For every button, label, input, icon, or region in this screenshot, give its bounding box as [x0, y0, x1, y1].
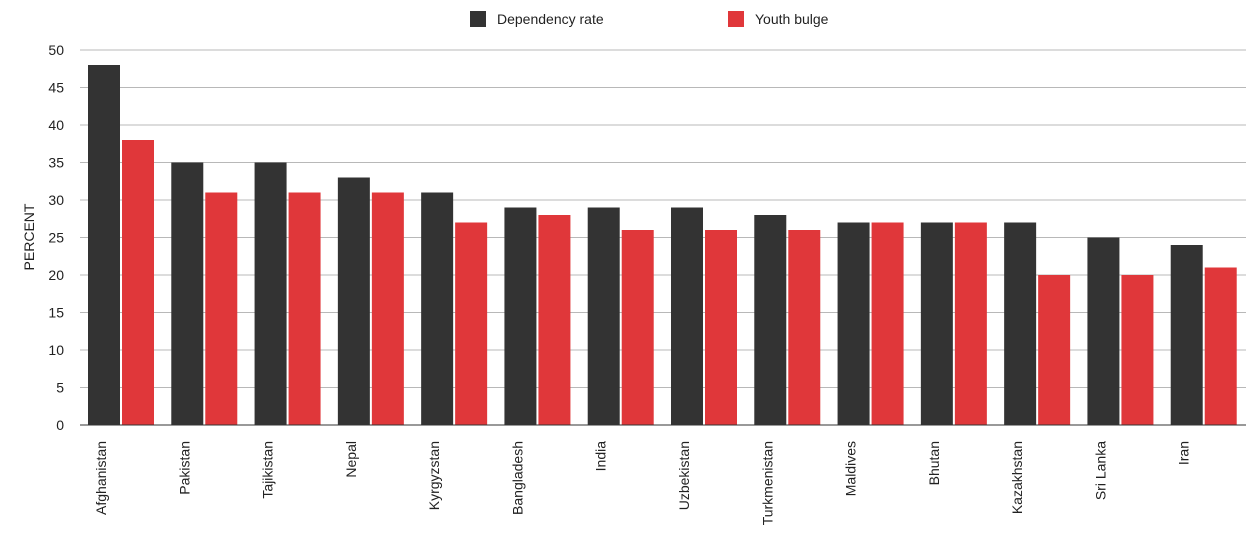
bar-dependency-rate — [171, 162, 204, 425]
bar-youth-bulge — [1121, 275, 1154, 425]
x-category-label: Bhutan — [926, 441, 942, 485]
bar-dependency-rate — [1087, 237, 1120, 425]
bar-youth-bulge — [122, 140, 154, 425]
bar-dependency-rate — [920, 222, 953, 425]
legend-swatch — [470, 11, 486, 27]
bar-youth-bulge — [788, 230, 821, 425]
bar-youth-bulge — [705, 230, 737, 425]
y-tick-label: 40 — [48, 117, 64, 133]
x-category-label: Kyrgyzstan — [426, 441, 442, 510]
y-tick-label: 25 — [48, 230, 64, 246]
legend: Dependency rate Youth bulge — [470, 11, 829, 27]
bar-youth-bulge — [205, 192, 238, 425]
bar-dependency-rate — [754, 215, 787, 425]
bar-dependency-rate — [1004, 222, 1037, 425]
y-tick-label: 30 — [48, 192, 64, 208]
x-category-label: Nepal — [343, 441, 359, 478]
bar-youth-bulge — [538, 215, 571, 425]
bar-youth-bulge — [371, 192, 404, 425]
bar-dependency-rate — [337, 177, 370, 425]
x-category-label: Afghanistan — [93, 441, 109, 515]
bar-youth-bulge — [288, 192, 321, 425]
legend-label: Dependency rate — [497, 11, 604, 27]
x-category-label: Kazakhstan — [1009, 441, 1025, 514]
x-category-label: Iran — [1176, 441, 1192, 465]
y-tick-label: 50 — [48, 42, 64, 58]
x-category-label: Pakistan — [176, 441, 192, 495]
x-category-label: Turkmenistan — [759, 441, 775, 525]
y-tick-label: 10 — [48, 342, 64, 358]
y-tick-label: 20 — [48, 267, 64, 283]
bar-dependency-rate — [1170, 245, 1203, 425]
y-tick-label: 15 — [48, 305, 64, 321]
bar-dependency-rate — [88, 65, 120, 425]
bar-youth-bulge — [1204, 267, 1237, 425]
legend-label: Youth bulge — [755, 11, 829, 27]
y-axis-title: PERCENT — [21, 203, 37, 270]
bar-dependency-rate — [421, 192, 454, 425]
x-category-label: Sri Lanka — [1092, 441, 1108, 500]
bar-youth-bulge — [621, 230, 654, 425]
bar-youth-bulge — [455, 222, 488, 425]
y-tick-label: 5 — [56, 380, 64, 396]
y-tick-label: 0 — [56, 417, 64, 433]
x-category-label: Tajikistan — [260, 441, 276, 499]
y-tick-label: 45 — [48, 80, 64, 96]
bar-youth-bulge — [1038, 275, 1071, 425]
x-category-label: Uzbekistan — [676, 441, 692, 510]
y-axis-ticks: 0 5 10 15 20 25 30 35 40 45 50 — [48, 42, 64, 433]
x-category-label: Bangladesh — [509, 441, 525, 515]
bar-dependency-rate — [587, 207, 620, 425]
bar-dependency-rate — [254, 162, 287, 425]
y-tick-label: 35 — [48, 155, 64, 171]
bar-dependency-rate — [504, 207, 537, 425]
bar-dependency-rate — [671, 207, 703, 425]
bar-youth-bulge — [954, 222, 987, 425]
x-category-label: Maldives — [843, 441, 859, 496]
bars — [88, 65, 1237, 425]
legend-swatch — [728, 11, 744, 27]
bar-youth-bulge — [871, 222, 904, 425]
x-axis-labels: Afghanistan Pakistan Tajikistan Nepal Kyrgyz… — [93, 441, 1192, 526]
x-category-label: India — [593, 441, 609, 472]
bar-dependency-rate — [837, 222, 870, 425]
